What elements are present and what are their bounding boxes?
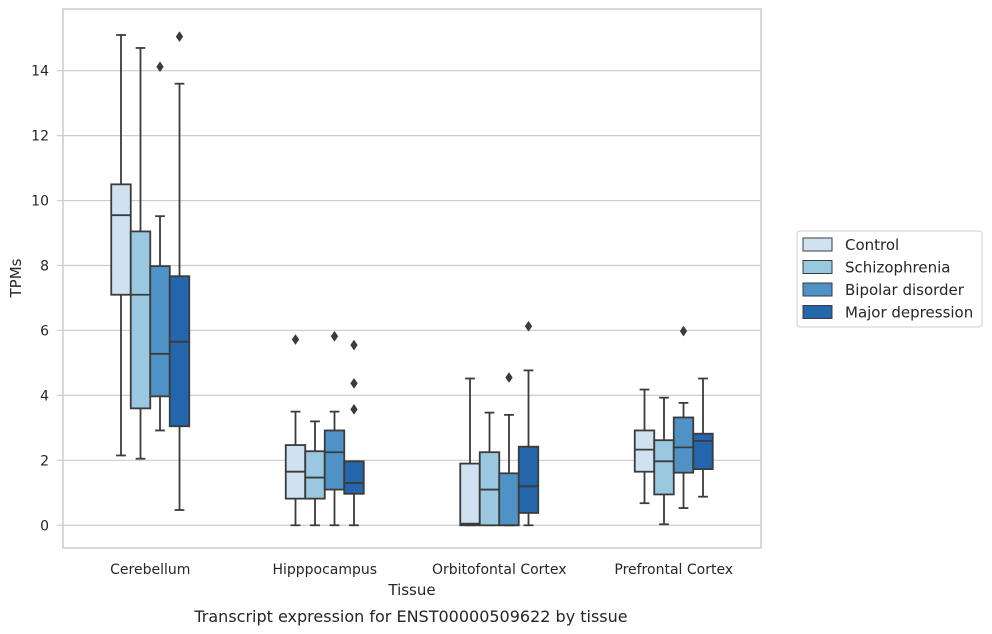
y-tick-label-6: 6 [40,323,49,339]
y-tick-label-2: 2 [40,453,49,469]
outlier-point [291,334,300,345]
box-group [459,377,481,527]
y-axis-ticks: 0 2 4 6 8 10 12 14 [31,64,63,534]
box-group [498,372,520,527]
legend-swatch [802,282,833,297]
x-tick-label-2: Orbitofontal Cortex [432,562,567,578]
x-axis-ticks: Cerebellum Hipppocampus Orbitofontal Corte… [110,562,733,578]
outlier-point [679,325,688,337]
box-groups [110,31,714,527]
x-tick-label-0: Cerebellum [110,562,190,578]
outlier-point [350,339,358,351]
box-group [110,34,132,457]
outlier-point [350,377,358,389]
legend-label: Control [845,236,899,254]
y-tick-label-12: 12 [31,129,49,145]
x-tick-label-3: Prefrontal Cortex [614,562,733,578]
y-tick-label-4: 4 [40,388,49,404]
box [498,472,520,527]
box [692,432,714,470]
box-group [517,320,540,527]
box [653,439,675,496]
outlier-point [350,403,358,415]
x-tick-label-1: Hipppocampus [272,562,377,578]
box [633,429,656,473]
box [168,275,191,428]
legend-label: Major depression [845,304,973,322]
y-axis-title: TPMs [7,258,25,298]
outlier-point [156,61,164,73]
x-axis-title: Tissue [387,581,435,599]
y-tick-label-0: 0 [40,518,49,534]
legend-swatch [802,260,833,274]
chart-caption: Transcript expression for ENST0000050962… [193,607,627,626]
legend-label: Schizophrenia [845,259,950,277]
box [672,416,695,474]
box [459,462,481,527]
plot-frame [62,8,762,549]
legend-swatch [802,237,833,252]
box-group [633,388,656,505]
legend-label: Bipolar disorder [845,281,965,299]
box-group [323,330,346,527]
y-tick-label-10: 10 [31,194,49,210]
box-group [284,334,307,527]
outlier-point [175,31,184,43]
box [323,429,346,491]
y-tick-label-8: 8 [40,259,49,275]
box [304,450,326,500]
legend-swatch [802,305,833,319]
box-group [692,377,714,498]
box-group [168,31,191,511]
box-group [653,396,675,526]
box [343,460,365,495]
box [129,230,152,410]
box [517,445,540,514]
box-group [343,339,365,527]
box [110,183,132,296]
outlier-point [524,320,533,332]
y-tick-label-14: 14 [31,64,49,80]
legend-frame [796,230,983,328]
legend: Control Schizophrenia Bipolar disorder Majo… [796,230,983,328]
outlier-point [330,330,339,342]
outlier-point [505,372,513,383]
box [149,265,171,398]
